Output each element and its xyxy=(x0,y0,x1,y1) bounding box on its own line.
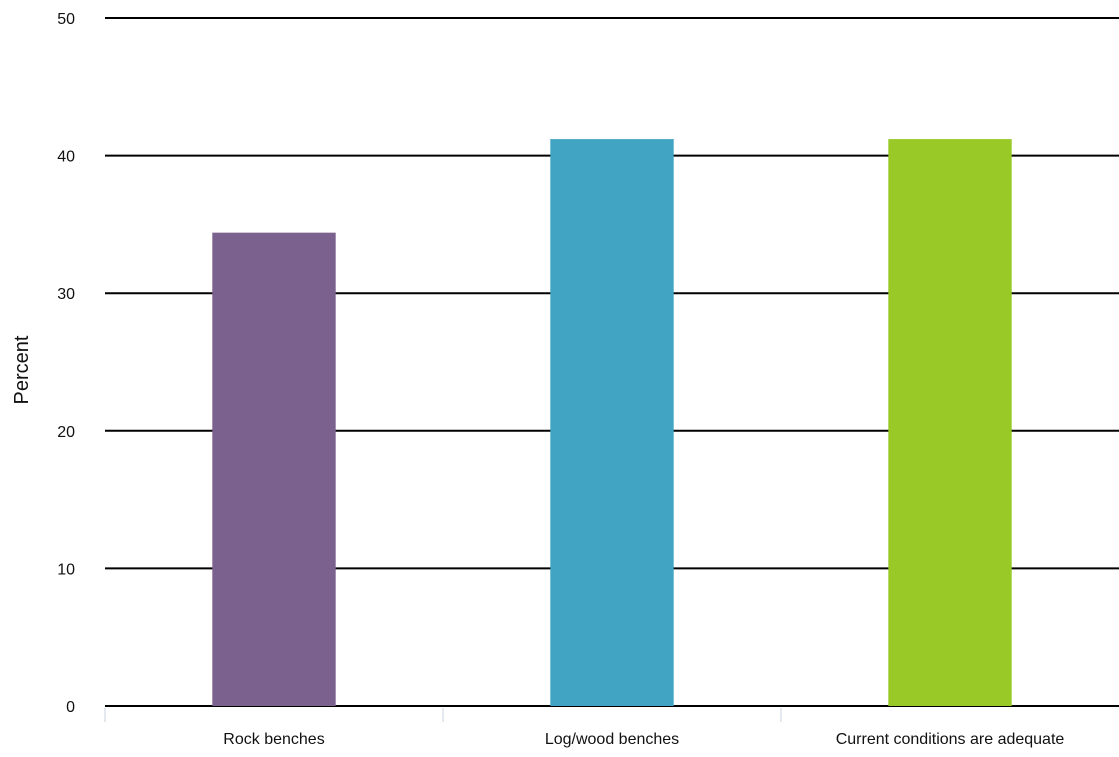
bar xyxy=(888,139,1012,706)
bar xyxy=(550,139,674,706)
x-tick-label: Current conditions are adequate xyxy=(836,731,1065,748)
x-tick-label: Log/wood benches xyxy=(545,731,679,748)
bar xyxy=(212,232,336,706)
x-tick-label: Rock benches xyxy=(223,731,324,748)
y-tick-label: 10 xyxy=(57,561,75,578)
y-axis-label: Percent xyxy=(11,335,33,404)
y-tick-label: 40 xyxy=(57,149,75,166)
y-tick-label: 30 xyxy=(57,286,75,303)
axes: 0 10 20 30 40 50 Rock benches Log/wood benches C… xyxy=(57,11,1064,748)
bars xyxy=(212,139,1012,706)
y-tick-label: 20 xyxy=(57,424,75,441)
y-tick-label: 0 xyxy=(66,699,75,716)
y-tick-label: 50 xyxy=(57,11,75,28)
